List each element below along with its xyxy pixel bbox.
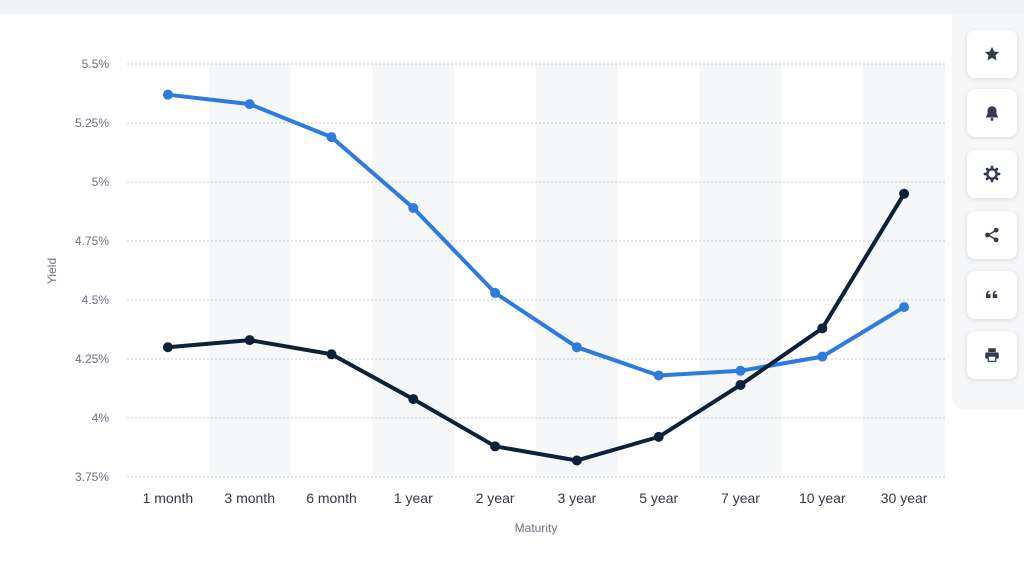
x-axis-title: Maturity bbox=[515, 521, 558, 535]
printer-icon bbox=[985, 348, 999, 362]
y-tick-label: 5% bbox=[92, 175, 110, 189]
x-tick-label: 2 year bbox=[476, 490, 515, 506]
series-line bbox=[165, 191, 907, 463]
series-2 bbox=[162, 188, 910, 466]
data-point[interactable] bbox=[162, 342, 173, 353]
x-axis-ticks: 1 month 3 month 6 month 1 year 2 year 3 year 5… bbox=[143, 490, 928, 506]
data-point[interactable] bbox=[653, 431, 664, 442]
settings-button[interactable] bbox=[967, 150, 1017, 198]
gear-icon bbox=[983, 165, 1001, 183]
print-button[interactable] bbox=[967, 331, 1017, 379]
x-tick-label: 3 month bbox=[224, 490, 275, 506]
y-tick-label: 5.5% bbox=[82, 57, 110, 71]
data-point[interactable] bbox=[735, 365, 746, 376]
x-tick-label: 3 year bbox=[557, 490, 596, 506]
y-axis-title: Yield bbox=[45, 258, 59, 284]
data-point[interactable] bbox=[244, 99, 255, 110]
column-band bbox=[699, 64, 782, 477]
data-point[interactable] bbox=[735, 379, 746, 390]
data-point[interactable] bbox=[490, 287, 501, 298]
quote-icon bbox=[986, 290, 998, 298]
data-point[interactable] bbox=[162, 89, 173, 100]
y-axis-ticks: 3.75% 4% 4.25% 4.5% 4.75% 5% 5.25% 5.5% bbox=[75, 57, 109, 484]
column-bands bbox=[208, 64, 945, 477]
x-tick-label: 5 year bbox=[639, 490, 678, 506]
x-tick-label: 30 year bbox=[881, 490, 928, 506]
x-tick-label: 1 month bbox=[143, 490, 194, 506]
x-tick-label: 1 year bbox=[394, 490, 433, 506]
y-tick-label: 3.75% bbox=[75, 470, 109, 484]
y-tick-label: 4.75% bbox=[75, 234, 109, 248]
data-point[interactable] bbox=[408, 394, 419, 405]
y-tick-label: 4% bbox=[92, 411, 110, 425]
y-tick-label: 4.25% bbox=[75, 352, 109, 366]
data-point[interactable] bbox=[817, 323, 828, 334]
series-line bbox=[165, 92, 907, 378]
y-tick-label: 4.5% bbox=[82, 293, 110, 307]
column-band bbox=[372, 64, 455, 477]
data-point[interactable] bbox=[653, 370, 664, 381]
data-point[interactable] bbox=[326, 132, 337, 143]
data-point[interactable] bbox=[326, 349, 337, 360]
x-tick-label: 10 year bbox=[799, 490, 846, 506]
share-button[interactable] bbox=[967, 211, 1017, 259]
data-point[interactable] bbox=[899, 188, 910, 199]
data-point[interactable] bbox=[244, 335, 255, 346]
star-icon bbox=[984, 46, 1000, 61]
data-point[interactable] bbox=[571, 342, 582, 353]
x-tick-label: 6 month bbox=[306, 490, 357, 506]
column-band bbox=[863, 64, 945, 477]
bell-icon bbox=[986, 106, 998, 121]
share-icon bbox=[985, 227, 999, 243]
data-point[interactable] bbox=[817, 351, 828, 362]
column-band bbox=[208, 64, 291, 477]
favorite-button[interactable] bbox=[967, 30, 1017, 78]
notification-button[interactable] bbox=[967, 89, 1017, 137]
column-band bbox=[536, 64, 618, 477]
gridlines bbox=[127, 63, 945, 478]
chart-card bbox=[0, 14, 1024, 563]
data-point[interactable] bbox=[899, 302, 910, 313]
y-tick-label: 5.25% bbox=[75, 116, 109, 130]
data-point[interactable] bbox=[408, 202, 419, 213]
cite-button[interactable] bbox=[967, 271, 1017, 319]
series-1 bbox=[162, 89, 910, 381]
x-tick-label: 7 year bbox=[721, 490, 760, 506]
series-lines bbox=[162, 89, 910, 466]
data-point[interactable] bbox=[571, 455, 582, 466]
data-point[interactable] bbox=[490, 441, 501, 452]
